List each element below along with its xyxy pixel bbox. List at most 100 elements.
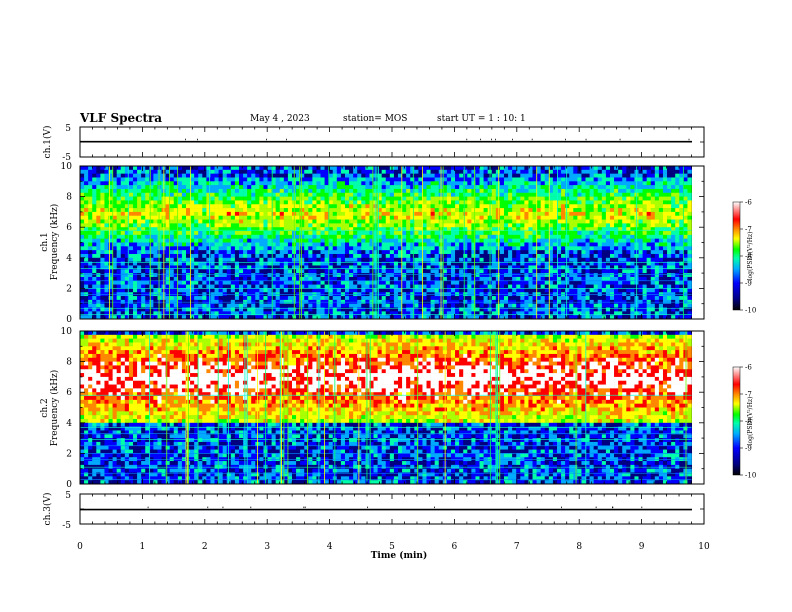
- spectrogram-cell: [320, 250, 325, 255]
- spectrogram-cell: [112, 303, 117, 308]
- spectrogram-cell: [536, 257, 541, 262]
- spectrogram-cell: [173, 257, 179, 262]
- spectrogram-cell: [548, 246, 554, 251]
- spectrogram-cell: [524, 219, 529, 224]
- spectrogram-cell: [422, 185, 427, 190]
- spectrogram-cell: [336, 242, 342, 247]
- spectrogram-cell: [320, 265, 325, 270]
- spectrogram-cell: [483, 196, 488, 201]
- spectrogram-cell: [442, 211, 448, 217]
- spectrogram-cell: [540, 188, 546, 194]
- spectrogram-cell: [308, 315, 313, 319]
- spectrogram-cell: [304, 196, 309, 201]
- spectrogram-cell: [185, 169, 191, 174]
- spectrogram-cell: [475, 188, 480, 194]
- spectrogram-cell: [214, 311, 219, 316]
- spectrogram-cell: [349, 227, 354, 232]
- spectrogram-cell: [406, 169, 411, 174]
- spectrogram-cell: [418, 177, 423, 182]
- spectrogram-cell: [222, 257, 228, 262]
- spectrogram-cell: [275, 257, 281, 262]
- spectrogram-cell: [556, 188, 562, 194]
- spectrogram-cell: [463, 208, 468, 213]
- spectrogram-cell: [222, 177, 228, 182]
- spectrogram-cell: [508, 196, 513, 201]
- spectrogram-cell: [520, 265, 525, 270]
- spectrogram-cell: [206, 280, 211, 285]
- spectrogram-cell: [88, 273, 93, 278]
- spectrogram-cell: [181, 234, 187, 239]
- spectrogram-cell: [561, 273, 566, 278]
- spectrogram-cell: [320, 303, 325, 308]
- spectrogram-cell: [508, 269, 513, 274]
- spectrogram-cell: [491, 288, 497, 293]
- spectrogram-cell: [577, 169, 582, 174]
- spectrogram-cell: [332, 231, 338, 236]
- spectrogram-cell: [169, 269, 175, 274]
- spectrogram-cell: [495, 311, 501, 316]
- spectrogram-cell: [198, 208, 203, 213]
- spectrogram-cell: [491, 246, 497, 251]
- spectrogram-cell: [112, 269, 117, 274]
- spectrogram-cell: [112, 257, 117, 262]
- spectrogram-cell: [349, 231, 354, 236]
- spectrogram-cell: [402, 177, 407, 182]
- spectrogram-cell: [402, 227, 407, 232]
- spectrogram-cell: [385, 188, 391, 194]
- spectrogram-cell: [251, 223, 256, 228]
- spectrogram-cell: [226, 188, 232, 194]
- spectrogram-cell: [149, 192, 154, 197]
- spectrogram-cell: [377, 288, 382, 293]
- spectrogram-cell: [414, 311, 419, 316]
- spectrogram-cell: [418, 253, 423, 259]
- spectrogram-cell: [198, 231, 203, 236]
- spectrogram-cell: [137, 242, 142, 247]
- spectrogram-cell: [283, 223, 289, 228]
- spectrogram-cell: [243, 269, 248, 274]
- spectrogram-cell: [536, 227, 541, 232]
- spectrogram-cell: [206, 200, 211, 205]
- spectrogram-cell: [88, 185, 93, 190]
- spectrogram-cell: [532, 315, 537, 319]
- spectrogram-cell: [287, 276, 293, 282]
- spectrogram-cell: [369, 188, 374, 194]
- spectrogram-cell: [100, 231, 105, 236]
- spectrogram-cell: [495, 261, 501, 266]
- spectrogram-cell: [100, 265, 105, 270]
- spectrogram-cell: [406, 215, 411, 220]
- spectrogram-cell: [267, 231, 272, 236]
- spectrogram-cell: [365, 211, 370, 217]
- spectrogram-cell: [516, 242, 521, 247]
- spectrogram-cell: [202, 231, 207, 236]
- spectrogram-cell: [561, 315, 566, 319]
- spectrogram-cell: [206, 261, 211, 266]
- spectrogram-cell: [328, 219, 334, 224]
- spectrogram-cell: [145, 238, 150, 243]
- spectrogram-cell: [328, 253, 334, 259]
- spectrogram-cell: [483, 242, 488, 247]
- spectrogram-cell: [467, 211, 472, 217]
- spectrogram-cell: [463, 311, 468, 316]
- spectrogram-cell: [520, 185, 525, 190]
- spectrogram-cell: [336, 315, 342, 319]
- spectrogram-cell: [96, 238, 101, 243]
- spectrogram-cell: [247, 185, 252, 190]
- spectrogram-cell: [308, 242, 313, 247]
- spectrogram-cell: [373, 257, 378, 262]
- spectrogram-cell: [141, 173, 146, 178]
- spectrogram-cell: [569, 246, 574, 251]
- spectrogram-cell: [263, 315, 268, 319]
- spectrogram-cell: [222, 200, 228, 205]
- spectrogram-cell: [128, 238, 134, 243]
- spectrogram-cell: [308, 192, 313, 197]
- spectrogram-cell: [263, 288, 268, 293]
- spectrogram-cell: [536, 269, 541, 274]
- spectrogram-cell: [112, 192, 117, 197]
- spectrogram-cell: [353, 208, 358, 213]
- spectrogram-cell: [393, 204, 399, 209]
- spectrogram-cell: [406, 231, 411, 236]
- spectrogram-cell: [202, 185, 207, 190]
- spectrogram-cell: [442, 284, 448, 289]
- spectrogram-cell: [320, 173, 325, 178]
- spectrogram-cell: [202, 219, 207, 224]
